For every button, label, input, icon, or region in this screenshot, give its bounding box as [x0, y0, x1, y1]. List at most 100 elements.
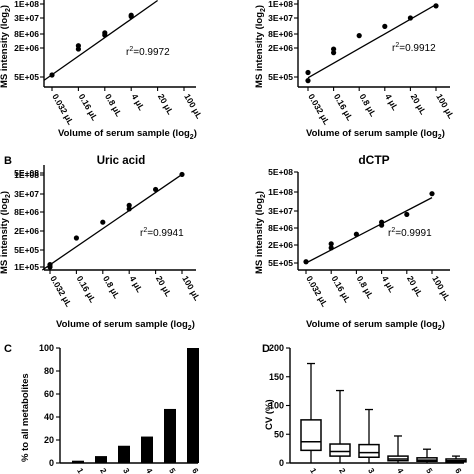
x-tick-label: 100 μL [430, 274, 452, 302]
box [329, 443, 351, 457]
y-tick-label: 50 [274, 429, 284, 439]
y-tick-label: 200 [269, 343, 284, 353]
points-b-right [303, 191, 435, 265]
y-tick-label: 8E+06 [268, 29, 293, 39]
bar [72, 460, 84, 463]
x-tick-label: 0.16 μL [329, 274, 352, 304]
box [358, 443, 380, 459]
y-tick-label: 2E+06 [14, 226, 39, 236]
x-tick-label: 1 [75, 467, 85, 474]
data-point [379, 219, 385, 225]
panel-letter-b: B [4, 155, 12, 167]
bar [164, 408, 176, 463]
box [300, 419, 322, 452]
data-point [49, 72, 55, 78]
y-tick-label: 2E+06 [268, 240, 293, 250]
y-ticks-d: 0 50 100 150 200 [269, 343, 290, 468]
fit-line [305, 197, 433, 264]
x-tick-label: 4 μL [127, 274, 144, 294]
y-ticks-a-left: 5E+05 2E+06 8E+06 3E+07 1E+08 [14, 0, 44, 82]
data-point [102, 30, 108, 36]
r2-label-b-left: r2=0.9941 [140, 227, 184, 239]
y-tick-label: 150 [269, 372, 284, 382]
y-tick-label: 5E+08 [14, 168, 39, 178]
y-ticks-c: 0 20 40 60 80 100 [39, 343, 60, 468]
x-tick-label: 100 μL [182, 92, 204, 120]
bar [141, 436, 153, 463]
points-a-left [43, 0, 158, 81]
fit-line [43, 0, 158, 81]
y-tick-label: 3E+07 [14, 189, 39, 199]
y-axis-label-a-left: MS intensity (log2) [0, 5, 12, 88]
y-tick-label: 20 [44, 435, 54, 445]
data-point [305, 69, 311, 76]
x-tick-label: 5 [424, 467, 434, 474]
x-tick-label: 0.8 μL [357, 92, 378, 118]
x-tick-label: 20 μL [409, 92, 429, 116]
fit-line [41, 173, 183, 271]
x-axis-label-a-left: Volume of serum sample (log2) [58, 128, 197, 141]
data-point [128, 12, 134, 18]
x-tick-label: 2 [337, 467, 347, 474]
x-tick-label: 6 [453, 467, 463, 474]
chart-title-b-left: Uric acid [97, 155, 146, 167]
x-tick-label: 100 μL [180, 274, 202, 302]
y-tick-label: 2E+06 [14, 43, 39, 53]
y-axis-label-c: % to all metabolites [20, 373, 31, 462]
y-tick-label: 5E+05 [268, 72, 293, 82]
y-tick-label: 3E+07 [14, 13, 39, 23]
y-tick-label: 100 [39, 343, 54, 353]
data-point [179, 171, 185, 178]
r2-label-a-right: r2=0.9912 [392, 42, 436, 54]
data-point [331, 46, 337, 52]
x-tick-label: 6 [190, 467, 200, 474]
boxes-d: 1 2 3 4 5 6 [300, 362, 467, 474]
x-ticks-b-right: 0.032 μL 0.16 μL 0.8 μL 4 μL 20 μL 100 μL [304, 270, 452, 308]
y-tick-label: 1E+08 [14, 0, 39, 9]
y-tick-label: 5E+05 [14, 72, 39, 82]
x-tick-label: 20 μL [154, 274, 174, 298]
chart-title-b-right: dCTP [358, 153, 389, 167]
y-axis-label-a-right: MS intensity (log2) [254, 5, 267, 88]
points-a-right [305, 3, 439, 84]
x-tick-label: 0.16 μL [332, 92, 355, 122]
data-point [305, 78, 311, 84]
y-axis-label-d: CV (%) [264, 399, 275, 430]
x-ticks-a-right: 0.032 μL 0.16 μL 0.8 μL 4 μL 20 μL 100 μL [306, 87, 456, 126]
x-tick-label: 0.8 μL [103, 92, 124, 118]
data-point [404, 211, 410, 218]
y-tick-label: 1E+05 [14, 262, 39, 272]
data-point [303, 259, 309, 265]
x-tick-label: 0.032 μL [48, 274, 74, 308]
y-ticks-b-right: 5E+05 2E+06 8E+06 3E+07 1E+08 5E+08 [268, 167, 298, 268]
chart-a-left: 5E+05 2E+06 8E+06 3E+07 1E+08 0.032 μL 0.16 μ… [0, 0, 204, 141]
data-point [356, 33, 362, 39]
x-ticks-a-left: 0.032 μL 0.16 μL 0.8 μL 4 μL 20 μL 100 μL [50, 87, 204, 126]
chart-b-left: Uric acid 1E+05 5E+05 2E+06 8E+06 3E+07 1E+08… [0, 155, 202, 332]
y-tick-label: 0 [279, 458, 284, 468]
chart-d: 0 50 100 150 200 1 2 3 4 5 6 CV (%) [264, 343, 467, 474]
bar [95, 456, 107, 463]
data-point [75, 43, 81, 49]
y-tick-label: 3E+07 [268, 206, 293, 216]
y-tick-label: 40 [44, 412, 54, 422]
y-tick-label: 8E+06 [14, 29, 39, 39]
x-tick-label: 0.8 μL [355, 274, 376, 300]
y-tick-label: 1E+08 [268, 187, 293, 197]
data-point [153, 186, 159, 193]
chart-c: 0 20 40 60 80 100 1 2 3 4 5 6 % to all metabolites [20, 343, 200, 474]
panel-letter-d: D [262, 343, 270, 355]
data-point [73, 235, 79, 241]
data-point [100, 219, 106, 225]
x-tick-label: 4 [395, 467, 405, 474]
data-point [331, 50, 337, 56]
x-ticks-b-left: 0.032 μL 0.16 μL 0.8 μL 4 μL 20 μL 100 μL [48, 270, 202, 308]
data-point [328, 245, 334, 251]
data-point [126, 206, 132, 212]
x-tick-label: 0.16 μL [77, 92, 100, 122]
bar [118, 445, 130, 463]
x-axis-label-b-left: Volume of serum sample (log2) [56, 319, 195, 332]
bars-c: 1 2 3 4 5 6 [72, 348, 200, 474]
y-tick-label: 8E+06 [268, 223, 293, 233]
